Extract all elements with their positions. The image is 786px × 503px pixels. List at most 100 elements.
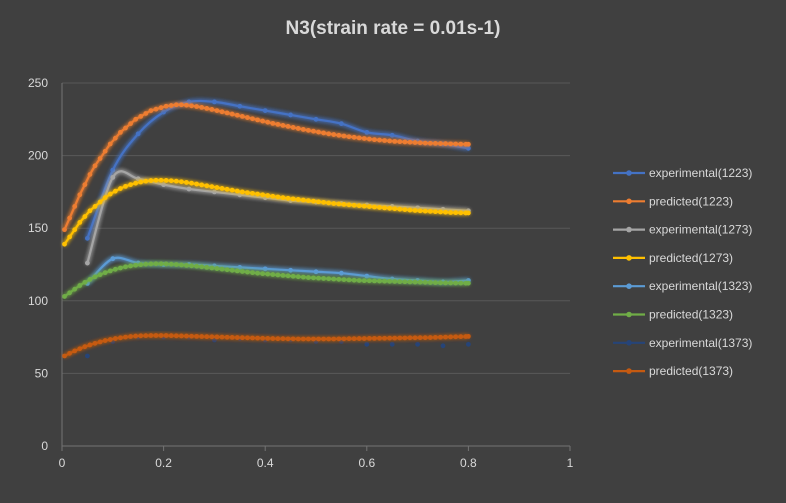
data-point: [260, 192, 266, 198]
data-point: [214, 266, 220, 271]
data-point: [133, 180, 139, 186]
data-point: [280, 272, 286, 278]
data-point: [295, 336, 301, 342]
data-point: [158, 105, 164, 111]
data-point: [250, 190, 255, 196]
data-point: [351, 277, 357, 283]
data-point: [321, 130, 327, 136]
data-point: [97, 272, 103, 278]
data-point: [311, 336, 316, 342]
data-point: [397, 335, 403, 341]
data-point: [204, 265, 210, 270]
series-predicted-1273: [62, 177, 471, 247]
data-point: [356, 336, 362, 341]
data-point: [158, 177, 164, 183]
data-point: [389, 132, 395, 138]
data-point: [331, 336, 337, 342]
data-point: [407, 139, 413, 145]
data-point: [199, 104, 205, 110]
data-point: [351, 202, 357, 208]
data-point: [300, 336, 306, 342]
data-point: [62, 227, 67, 233]
data-point: [438, 334, 443, 340]
data-point: [110, 256, 116, 262]
data-point: [168, 261, 174, 267]
data-point: [123, 125, 128, 131]
data-point: [102, 148, 108, 154]
data-point: [453, 280, 459, 286]
data-point: [72, 227, 78, 233]
data-point: [453, 210, 459, 216]
data-point: [351, 336, 357, 342]
data-point: [219, 109, 225, 115]
data-point: [387, 335, 393, 341]
data-point: [262, 108, 268, 113]
legend-label: experimental(1373): [649, 336, 752, 350]
data-point: [224, 186, 230, 192]
data-point: [138, 333, 144, 339]
data-point: [163, 103, 169, 109]
data-point: [135, 131, 141, 137]
data-point: [82, 182, 88, 188]
data-point: [466, 341, 471, 347]
data-point: [417, 335, 423, 341]
data-point: [361, 336, 367, 341]
data-point: [265, 193, 271, 198]
data-point: [311, 275, 316, 281]
data-point: [143, 261, 149, 267]
data-point: [366, 204, 372, 209]
data-point: [402, 139, 408, 145]
y-tick-label: 200: [28, 149, 48, 163]
data-point: [443, 280, 448, 286]
data-point: [356, 203, 362, 209]
data-point: [305, 198, 311, 204]
legend-label: experimental(1323): [649, 279, 752, 293]
data-point: [270, 193, 276, 199]
data-point: [62, 294, 67, 299]
data-point: [336, 276, 342, 282]
data-point: [458, 141, 464, 147]
data-point: [112, 188, 118, 194]
data-point: [382, 138, 387, 143]
data-point: [143, 178, 149, 184]
data-point: [219, 334, 225, 340]
data-point: [194, 333, 200, 339]
data-point: [300, 197, 306, 203]
data-point: [123, 183, 128, 189]
data-point: [87, 277, 93, 282]
data-point: [229, 334, 235, 340]
data-point: [224, 110, 230, 116]
data-point: [432, 209, 438, 215]
data-point: [372, 137, 377, 143]
data-point: [382, 335, 387, 341]
data-point: [290, 336, 296, 342]
data-point: [422, 140, 428, 146]
data-point: [361, 136, 367, 141]
data-point: [288, 112, 293, 118]
data-point: [112, 266, 118, 272]
data-point: [290, 196, 296, 202]
data-point: [239, 114, 245, 119]
data-point: [311, 198, 316, 204]
data-point: [245, 335, 250, 341]
data-point: [275, 194, 281, 200]
data-point: [432, 280, 438, 286]
data-point: [316, 129, 321, 135]
series-experimental-1223: [85, 99, 471, 241]
data-point: [255, 335, 260, 341]
y-tick-label: 0: [41, 439, 48, 453]
data-point: [372, 336, 377, 341]
data-point: [397, 139, 403, 145]
data-point: [316, 275, 321, 281]
data-point: [432, 334, 438, 340]
data-point: [339, 121, 344, 127]
data-point: [67, 290, 73, 296]
data-point: [133, 116, 139, 122]
data-point: [138, 262, 144, 268]
data-point: [321, 336, 327, 342]
data-point: [112, 135, 118, 141]
data-point: [361, 278, 367, 284]
data-point: [346, 134, 352, 140]
